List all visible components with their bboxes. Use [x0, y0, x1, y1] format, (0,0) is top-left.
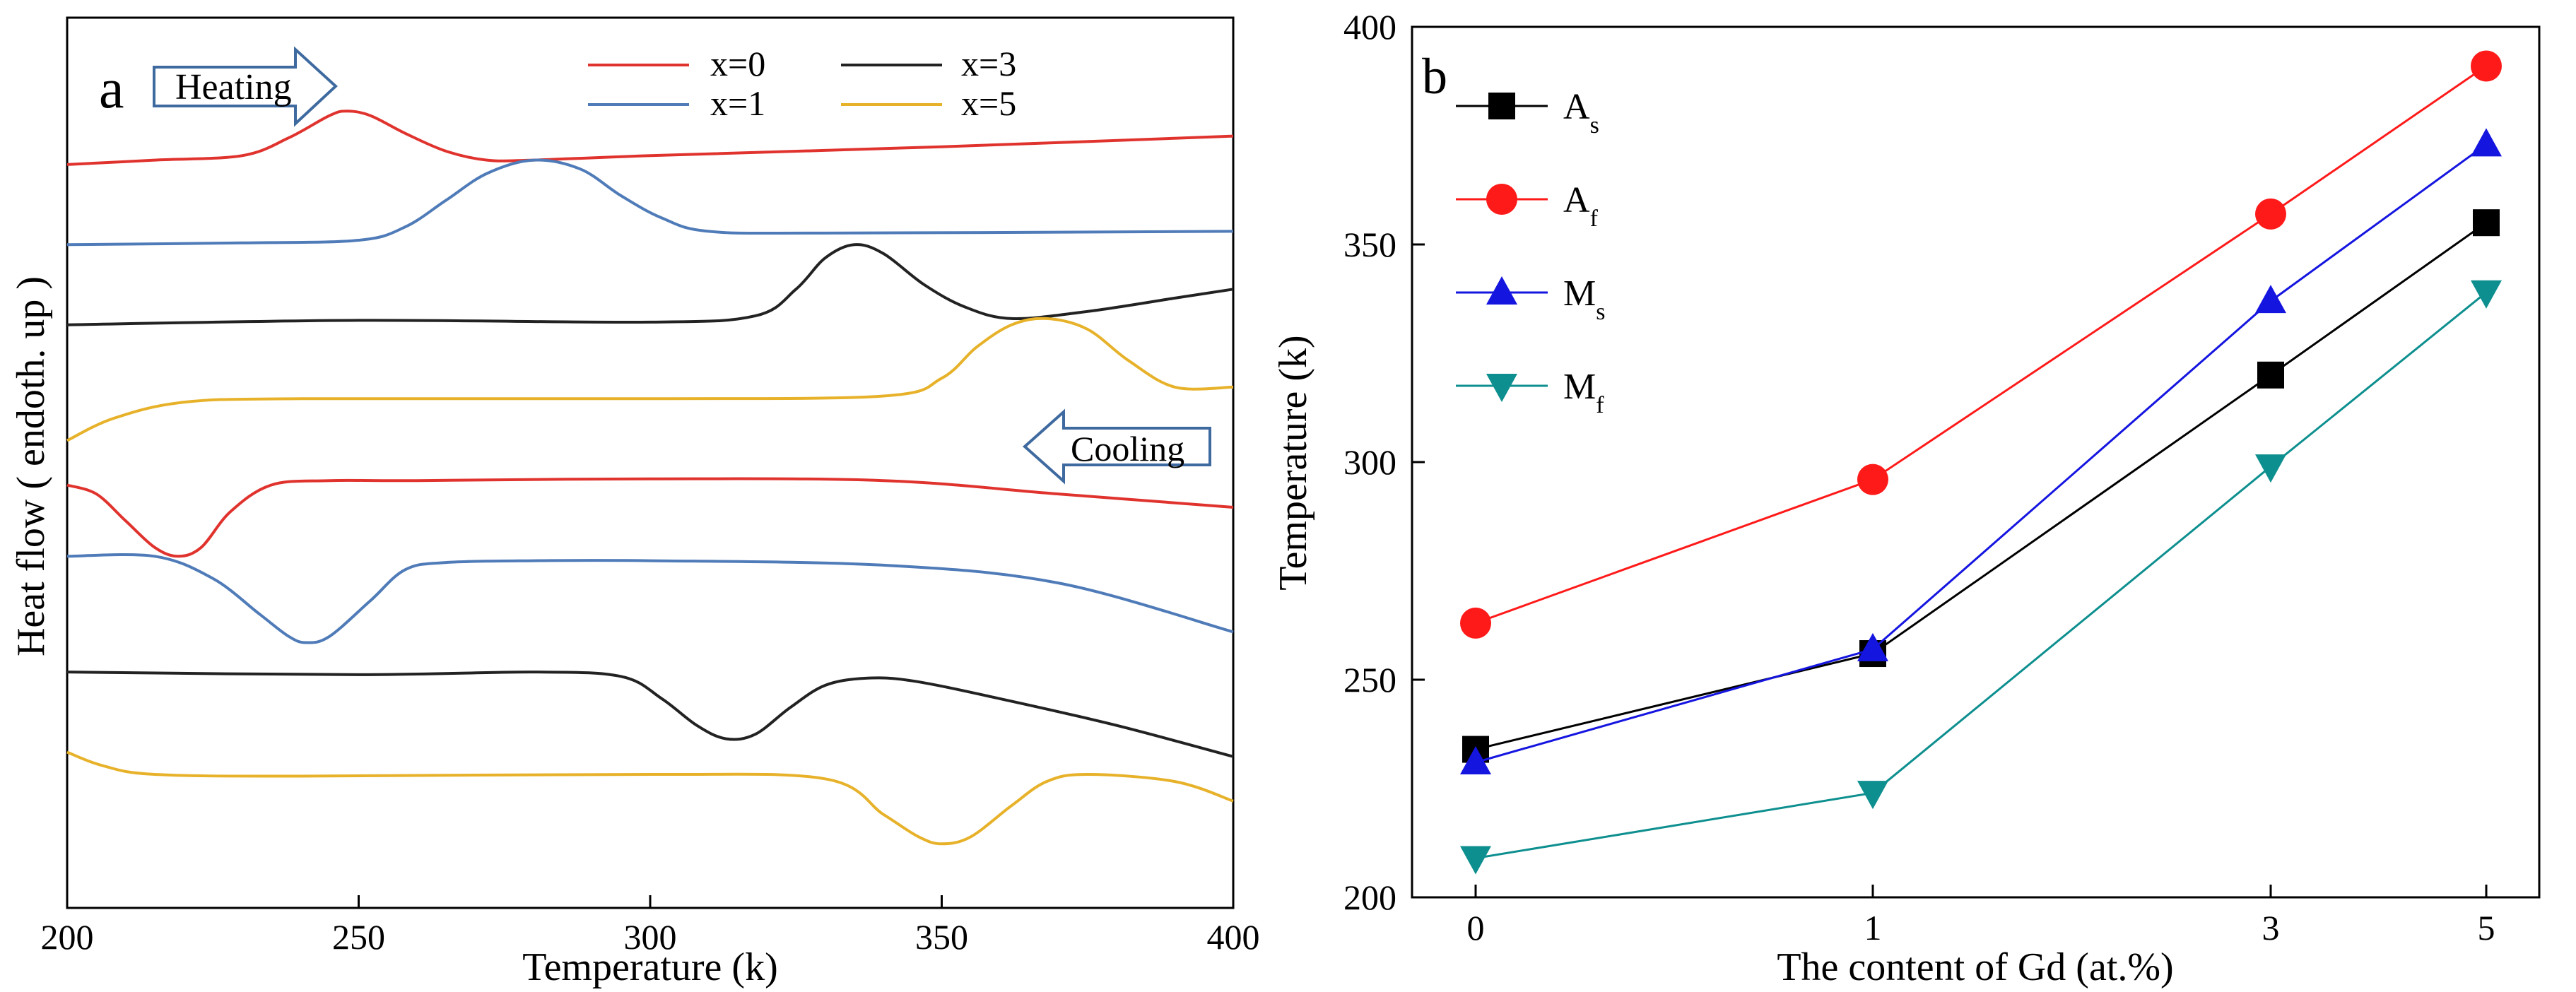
panel-a-x-tick-label: 350	[915, 917, 968, 957]
panel-b-point-af	[2471, 50, 2502, 82]
panel-b-y-tick-label: 350	[1343, 225, 1396, 264]
panel-b-x-tick-label: 5	[2478, 908, 2495, 947]
heating-label: Heating	[175, 67, 292, 107]
panel-a-curve-x-1-heating	[66, 158, 1234, 247]
panel-b-series-layer	[1460, 50, 2502, 875]
panel-b-point-mf	[1460, 846, 1491, 875]
panel-a-x-axis-label: Temperature (k)	[522, 945, 777, 989]
panel-b-line-mf	[1475, 291, 2487, 860]
panel-b-point-ms	[1460, 746, 1491, 775]
panel-a: 200 250 300 350 400 a Heating Cooling x=0 x=…	[9, 16, 1260, 989]
panel-b-letter: b	[1422, 48, 1447, 105]
panel-b-x-tick-label: 0	[1467, 908, 1485, 947]
panel-b-line-af	[1475, 65, 2487, 625]
legend-marker-af	[1486, 184, 1517, 215]
panel-b-x-tick-label: 1	[1864, 908, 1882, 947]
panel-b-x-axis-label: The content of Gd (at.%)	[1777, 945, 2173, 989]
cooling-arrow-icon: Cooling	[1022, 408, 1211, 485]
panel-a-curve-x-3-heating	[66, 243, 1234, 326]
panel-a-x-tick-label: 250	[332, 917, 385, 957]
panel-b-plot-frame	[1411, 25, 2541, 899]
panel-b-point-as	[2473, 209, 2500, 237]
legend-label-x3: x=3	[961, 44, 1016, 83]
panel-b-point-as	[2257, 361, 2284, 389]
panel-a-series-layer	[66, 110, 1234, 846]
panel-b-x-ticks: 0 1 3 5	[1467, 885, 2495, 947]
panel-b-point-af	[1857, 463, 1888, 495]
panel-a-curve-x-5-cooling	[66, 750, 1234, 846]
cooling-label: Cooling	[1071, 429, 1184, 468]
panel-b-point-ms	[2255, 285, 2286, 314]
panel-a-legend: x=0 x=1 x=3 x=5	[588, 44, 1016, 123]
panel-a-x-tick-label: 400	[1207, 917, 1260, 957]
panel-b-y-axis-label: Temperature (k)	[1271, 335, 1315, 590]
panel-b-y-tick-label: 250	[1343, 660, 1396, 699]
legend-label-af: Af	[1563, 180, 1599, 232]
legend-marker-mf	[1486, 374, 1517, 402]
legend-label-x5: x=5	[961, 83, 1016, 123]
panel-a-curve-x-0-cooling	[66, 477, 1234, 558]
legend-label-as: As	[1563, 87, 1599, 138]
panel-a-x-ticks: 200 250 300 350 400	[41, 895, 1260, 957]
panel-b-x-tick-label: 3	[2262, 908, 2280, 947]
panel-b-legend: As Af Ms Mf	[1456, 87, 1605, 418]
heating-arrow-icon: Heating	[153, 46, 338, 127]
panel-a-x-tick-label: 300	[624, 917, 677, 957]
panel-b-y-tick-label: 300	[1343, 442, 1396, 482]
panel-a-curve-x-1-cooling	[66, 553, 1234, 644]
panel-b-point-af	[2255, 198, 2286, 230]
panel-b-line-ms	[1475, 143, 2487, 764]
legend-label-x1: x=1	[710, 83, 765, 123]
panel-a-curve-x-5-heating	[66, 317, 1234, 442]
panel-b-point-mf	[2255, 454, 2286, 483]
panel-b-y-ticks: 200 250 300 350 400	[1343, 7, 1425, 917]
panel-b-y-tick-label: 200	[1343, 878, 1396, 917]
panel-a-curve-x-3-cooling	[66, 671, 1234, 758]
panel-b-point-mf	[2471, 280, 2502, 309]
legend-label-x0: x=0	[710, 44, 765, 83]
legend-label-ms: Ms	[1563, 273, 1605, 325]
panel-b: 200 250 300 350 400 0 1 3 5 b As Af Ms Mf Temperat…	[1271, 7, 2541, 989]
panel-b-point-ms	[2471, 128, 2502, 157]
panel-a-curve-x-0-heating	[66, 110, 1234, 166]
panel-b-point-mf	[1857, 781, 1888, 810]
panel-a-y-axis-label: Heat flow ( endoth. up )	[9, 276, 53, 656]
panel-a-letter: a	[99, 58, 124, 120]
panel-b-y-tick-label: 400	[1343, 7, 1396, 47]
legend-label-mf: Mf	[1563, 367, 1604, 418]
legend-marker-ms	[1486, 276, 1517, 305]
legend-marker-as	[1488, 93, 1515, 119]
panel-b-point-af	[1460, 607, 1491, 639]
panel-b-line-as	[1475, 221, 2487, 751]
panel-b-point-ms	[1857, 632, 1888, 661]
panel-a-x-tick-label: 200	[41, 917, 94, 957]
